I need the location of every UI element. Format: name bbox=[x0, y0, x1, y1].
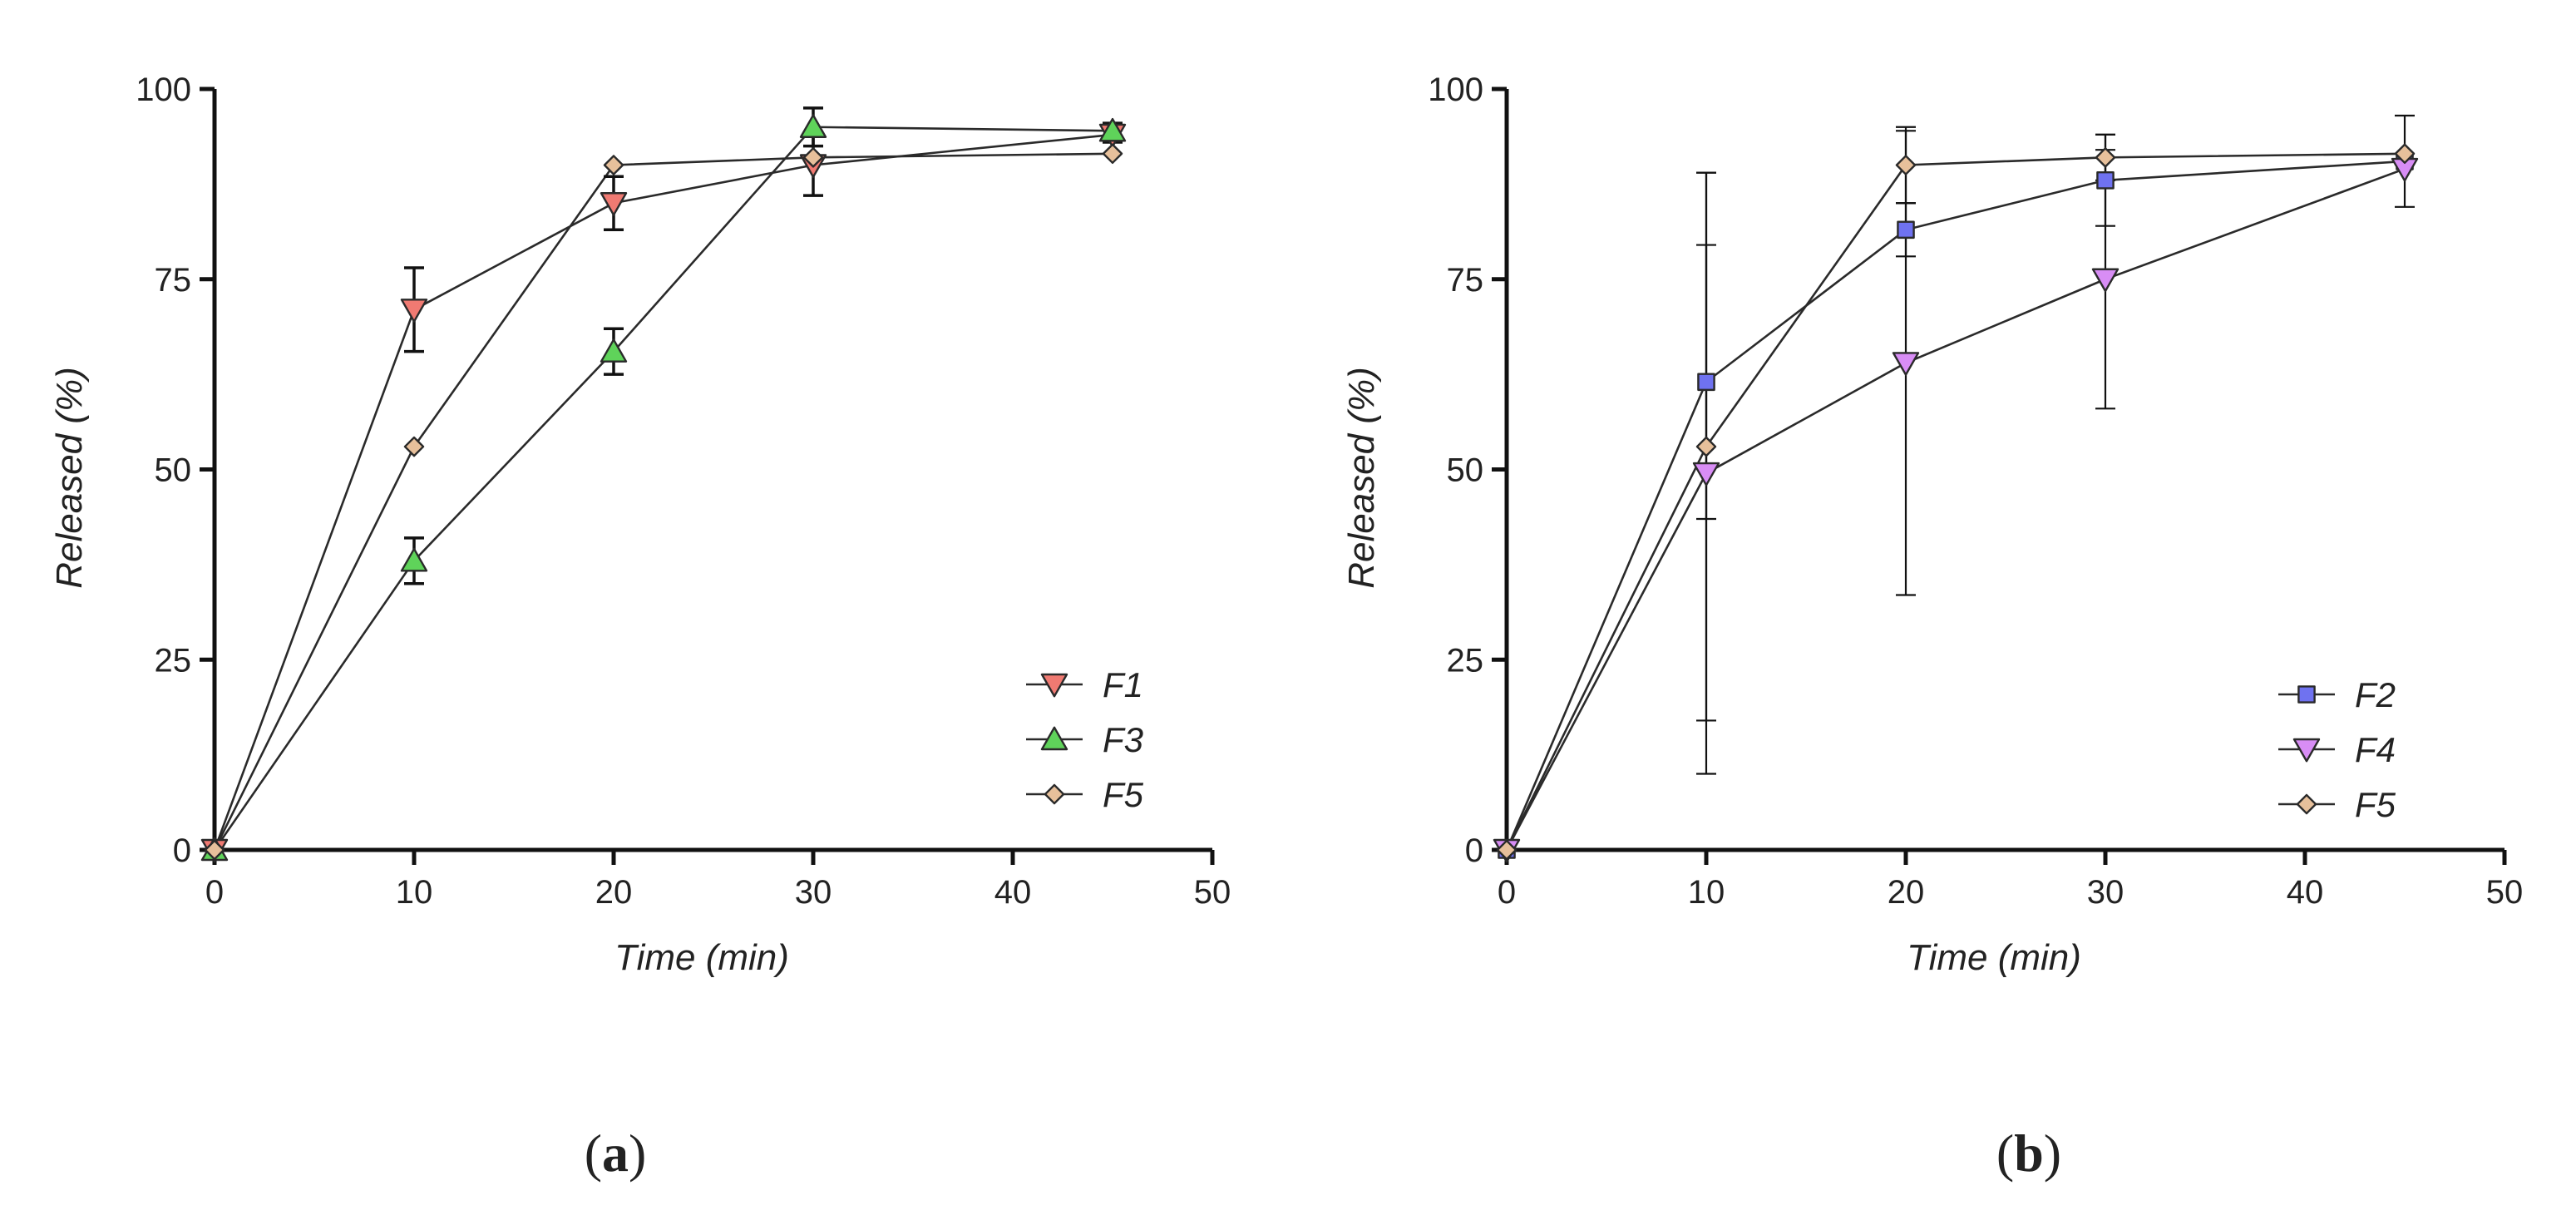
y-tick-label: 0 bbox=[1465, 832, 1483, 869]
x-tick-label: 0 bbox=[205, 874, 224, 911]
x-axis-label: Time (min) bbox=[614, 937, 789, 978]
legend-marker-F2 bbox=[2297, 685, 2316, 704]
x-tick-label: 10 bbox=[1688, 874, 1725, 911]
x-tick-label: 30 bbox=[2087, 874, 2124, 911]
legend-label-F3: F3 bbox=[1103, 720, 1143, 759]
y-tick-label: 75 bbox=[155, 262, 192, 299]
data-point-F2 bbox=[1697, 373, 1715, 392]
data-point-F5 bbox=[1695, 436, 1717, 457]
panel-label-a: (a) bbox=[585, 1124, 647, 1183]
y-tick-label: 50 bbox=[1447, 452, 1484, 489]
chart-panel-b: 0 10 20 30 40 50 0 25 50 75 100 Time (min) Released … bbox=[1341, 72, 2523, 978]
x-axis-label: Time (min) bbox=[1907, 937, 2081, 978]
x-tick-label: 0 bbox=[1498, 874, 1516, 911]
data-point-F5 bbox=[2095, 147, 2116, 168]
series-line-F3 bbox=[213, 126, 1113, 851]
panel-label-b: (b) bbox=[1996, 1124, 2061, 1183]
legend-marker-F1 bbox=[1040, 673, 1068, 698]
y-tick-label: 25 bbox=[1447, 642, 1484, 679]
data-point-F5 bbox=[1895, 155, 1917, 175]
data-point-F5 bbox=[2394, 143, 2416, 165]
series-line-F5 bbox=[1505, 152, 2406, 851]
data-point-F5 bbox=[204, 839, 225, 861]
y-axis-label: Released (%) bbox=[49, 367, 90, 589]
data-point-F4 bbox=[1892, 352, 1920, 376]
y-tick-label: 100 bbox=[1428, 72, 1483, 108]
data-point-F2 bbox=[2096, 171, 2115, 190]
x-tick-label: 30 bbox=[795, 874, 832, 911]
x-tick-label: 50 bbox=[1194, 874, 1231, 911]
series-line-F1 bbox=[213, 133, 1113, 851]
y-tick-label: 0 bbox=[173, 832, 191, 869]
y-tick-label: 25 bbox=[155, 642, 192, 679]
legend-marker-F3 bbox=[1040, 726, 1068, 751]
data-point-F5 bbox=[403, 436, 425, 457]
data-point-F2 bbox=[1897, 220, 1915, 240]
data-point-F4 bbox=[1692, 462, 1720, 486]
data-point-F3 bbox=[799, 114, 827, 138]
series-line-F4 bbox=[1505, 167, 2406, 851]
data-point-F1 bbox=[600, 192, 628, 216]
data-point-F1 bbox=[400, 299, 428, 323]
data-point-F3 bbox=[1098, 117, 1127, 142]
x-tick-label: 50 bbox=[2486, 874, 2524, 911]
legend-label-F1: F1 bbox=[1103, 665, 1143, 704]
y-tick-label: 75 bbox=[1447, 262, 1484, 299]
legend-label-F5: F5 bbox=[2355, 785, 2396, 824]
data-point-F5 bbox=[1496, 839, 1517, 861]
data-point-F5 bbox=[802, 147, 824, 168]
chart-panel-a: 0 10 20 30 40 50 0 25 50 75 100 Time (min) Released … bbox=[49, 72, 1231, 978]
legend-label-F2: F2 bbox=[2355, 675, 2396, 714]
legend-marker-F5 bbox=[1044, 783, 1065, 805]
y-tick-label: 50 bbox=[155, 452, 192, 489]
x-tick-label: 40 bbox=[2287, 874, 2324, 911]
legend-label-F5: F5 bbox=[1103, 775, 1144, 814]
series-line-F5 bbox=[213, 152, 1113, 851]
y-tick-label: 100 bbox=[136, 72, 191, 108]
legend-marker-F5 bbox=[2296, 793, 2317, 815]
x-tick-label: 40 bbox=[994, 874, 1032, 911]
series-line-F2 bbox=[1505, 160, 2406, 851]
data-point-F3 bbox=[600, 338, 628, 363]
x-tick-label: 20 bbox=[595, 874, 633, 911]
y-axis-label: Released (%) bbox=[1341, 367, 1382, 589]
legend-label-F4: F4 bbox=[2355, 730, 2396, 769]
x-tick-label: 20 bbox=[1888, 874, 1925, 911]
x-tick-label: 10 bbox=[396, 874, 433, 911]
data-point-F5 bbox=[603, 155, 624, 175]
data-point-F3 bbox=[400, 547, 428, 572]
legend-marker-F4 bbox=[2292, 738, 2321, 763]
data-point-F4 bbox=[2091, 268, 2120, 293]
data-point-F5 bbox=[1102, 143, 1123, 165]
